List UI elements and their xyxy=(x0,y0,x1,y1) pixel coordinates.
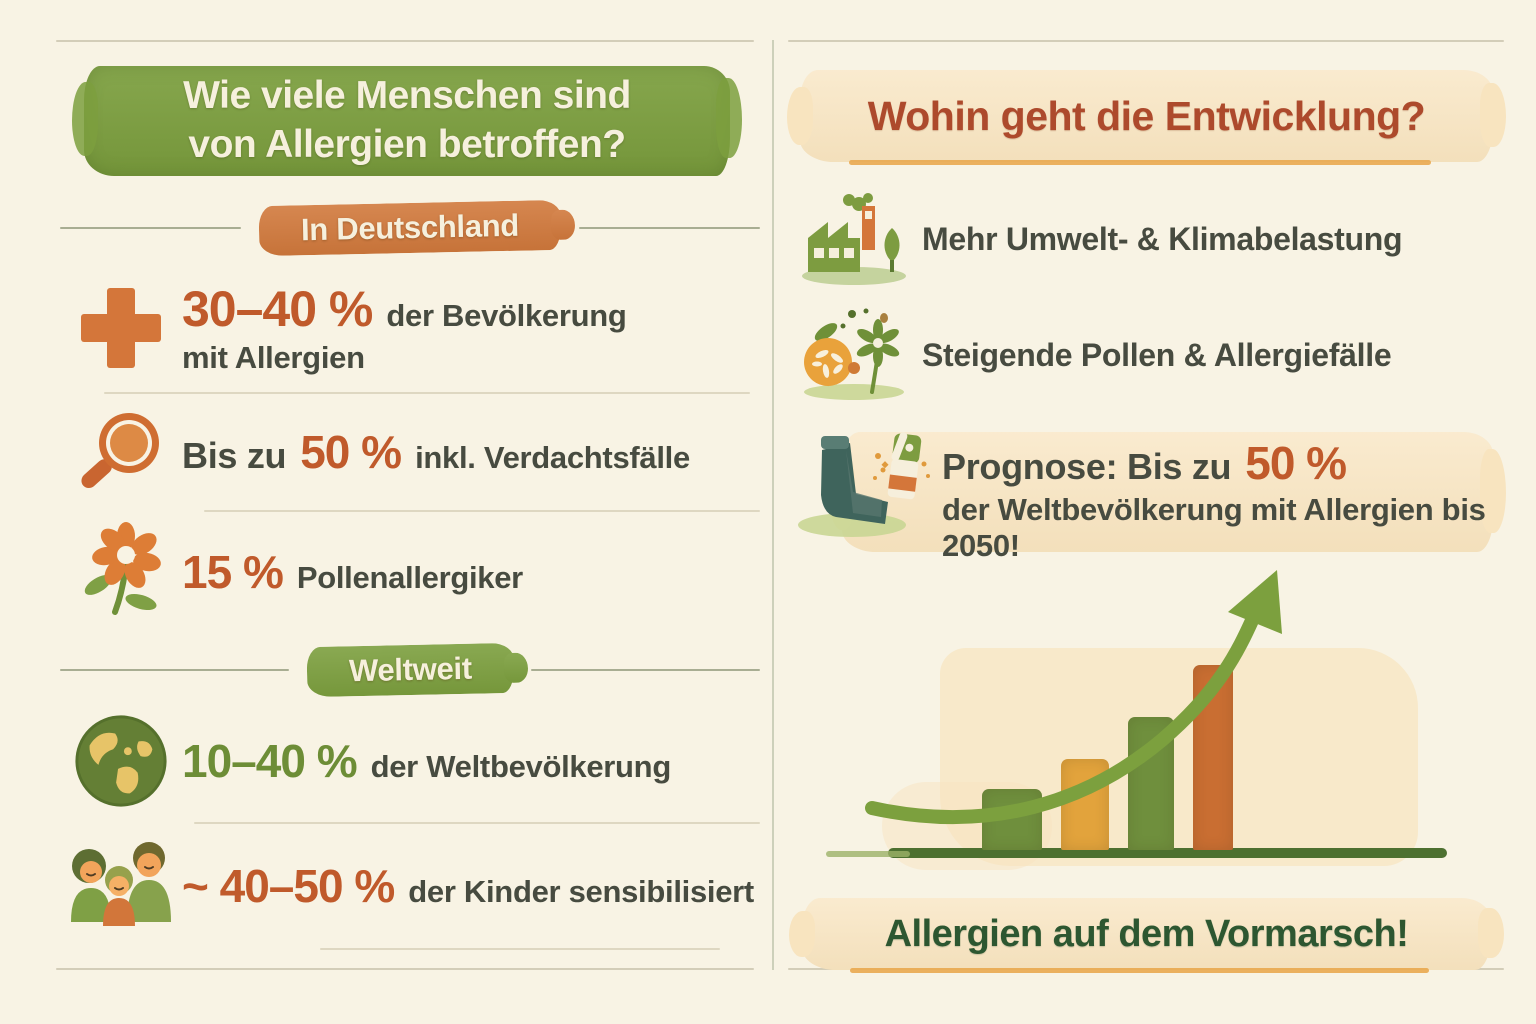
factory-icon xyxy=(790,190,922,288)
left-title-banner: Wie viele Menschen sind von Allergien be… xyxy=(72,66,742,176)
column-divider xyxy=(772,40,774,970)
chart-bar xyxy=(1193,665,1233,850)
stat-label-line2: mit Allergien xyxy=(182,340,365,375)
row-divider xyxy=(320,948,720,950)
chart-bars xyxy=(982,665,1233,850)
stat-row-bevoelkerung: 30–40 % der Bevölkerung mit Allergien xyxy=(60,278,760,378)
chart-ground-line xyxy=(826,848,1447,858)
banner-underline xyxy=(848,160,1431,165)
row-divider xyxy=(194,822,760,824)
footer-banner: Allergien auf dem Vormarsch! xyxy=(789,898,1504,973)
frame-line-top-right xyxy=(788,40,1504,42)
stat-text: 10–40 % der Weltbevölkerung xyxy=(182,734,671,788)
section-weltweit-label: Weltweit xyxy=(306,642,514,698)
footer-text: Allergien auf dem Vormarsch! xyxy=(884,912,1409,955)
section-weltweit: Weltweit xyxy=(60,642,761,698)
page-title-line2: von Allergien betroffen? xyxy=(188,123,626,166)
banner-underline xyxy=(850,968,1429,973)
stat-text: 15 % Pollenallergiker xyxy=(182,545,523,599)
stat-row-kinder: ~ 40–50 % der Kinder sensibilisiert xyxy=(60,836,760,936)
stat-text: ~ 40–50 % der Kinder sensibilisiert xyxy=(182,859,754,913)
chart-bar xyxy=(1128,717,1174,850)
section-side-line xyxy=(60,669,289,671)
stat-label: der Weltbevölkerung xyxy=(370,749,672,784)
stat-label: inkl. Verdachtsfälle xyxy=(415,440,690,475)
flower-icon xyxy=(60,522,182,622)
stat-value: 15 % xyxy=(182,546,284,598)
stat-value: 50 % xyxy=(300,426,402,478)
prognosis-row: Prognose: Bis zu 50 % der Weltbevölkerun… xyxy=(790,428,1506,563)
left-column: Wie viele Menschen sind von Allergien be… xyxy=(60,40,761,950)
globe-icon xyxy=(60,712,182,810)
stat-label: der Bevölkerung xyxy=(386,298,627,333)
prognosis-prefix: Prognose: Bis zu xyxy=(942,446,1232,487)
trend-row-pollen: Steigende Pollen & Allergiefälle xyxy=(790,304,1505,406)
inhaler-icon xyxy=(790,420,935,550)
trend-label: Mehr Umwelt- & Klimabelastung xyxy=(922,220,1403,257)
section-side-line xyxy=(579,227,760,229)
row-divider xyxy=(104,392,750,394)
stat-text: 30–40 % der Bevölkerung mit Allergien xyxy=(182,280,627,376)
cross-icon xyxy=(60,278,182,378)
section-side-line xyxy=(531,669,761,671)
right-column: Wohin geht die Entwicklung? Mehr Umwelt-… xyxy=(787,40,1506,973)
chart-bar xyxy=(1061,759,1109,850)
stat-label: der Kinder sensibilisiert xyxy=(408,874,754,909)
prognosis-value: 50 % xyxy=(1245,437,1347,489)
right-title-banner: Wohin geht die Entwicklung? xyxy=(787,70,1506,165)
prognosis-banner xyxy=(829,432,1506,552)
family-icon xyxy=(60,836,182,936)
stat-row-verdachtsfaelle: Bis zu 50 % inkl. Verdachtsfälle xyxy=(60,406,760,498)
prognosis-line2: der Weltbevölkerung mit Allergien bis 20… xyxy=(942,492,1486,563)
frame-line-top-left xyxy=(56,40,754,42)
page-title-line1: Wie viele Menschen sind xyxy=(183,74,631,118)
stat-value: 30–40 % xyxy=(182,281,373,337)
stat-row-weltbevoelkerung: 10–40 % der Weltbevölkerung xyxy=(60,712,760,810)
prognosis-text: Prognose: Bis zu 50 % der Weltbevölkerun… xyxy=(942,436,1505,564)
chart-bar xyxy=(982,789,1042,850)
right-title: Wohin geht die Entwicklung? xyxy=(867,92,1426,139)
stat-value: ~ 40–50 % xyxy=(182,860,395,912)
section-side-line xyxy=(60,227,241,229)
trend-row-klima: Mehr Umwelt- & Klimabelastung xyxy=(790,188,1505,290)
stat-text: Bis zu 50 % inkl. Verdachtsfälle xyxy=(182,425,690,479)
trend-label: Steigende Pollen & Allergiefälle xyxy=(922,336,1392,373)
magnifier-icon xyxy=(60,406,182,498)
trend-chart xyxy=(790,560,1505,892)
section-deutschland-label: In Deutschland xyxy=(258,199,562,257)
stat-label: Pollenallergiker xyxy=(296,560,523,595)
stat-value: 10–40 % xyxy=(182,735,358,787)
pollen-icon xyxy=(790,306,922,404)
stat-row-pollenallergiker: 15 % Pollenallergiker xyxy=(60,522,760,622)
frame-line-bottom-left xyxy=(56,968,754,970)
stat-prefix: Bis zu xyxy=(182,435,287,476)
row-divider xyxy=(204,510,760,512)
section-deutschland: In Deutschland xyxy=(60,199,760,257)
